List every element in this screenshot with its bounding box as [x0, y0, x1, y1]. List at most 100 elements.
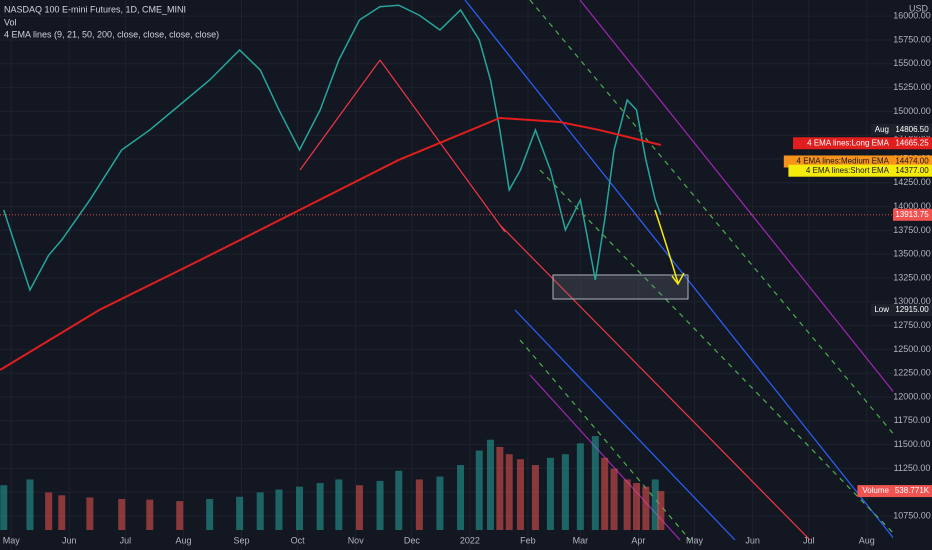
x-tick-label: Jun [745, 535, 760, 545]
price-tag-label: 12915.00 [895, 305, 929, 314]
volume-bar [376, 480, 384, 530]
volume-bar [45, 492, 53, 530]
price-tag [893, 137, 932, 150]
y-tick-label: 12250.00 [893, 368, 931, 378]
y-tick-label: 11750.00 [894, 415, 931, 425]
x-tick-label: Oct [291, 535, 306, 545]
y-tick-label: 12000.00 [893, 391, 931, 401]
y-tick-label: 13000.00 [893, 296, 931, 306]
volume-bar [176, 501, 184, 530]
tag-name-box [871, 303, 893, 316]
price-tag [893, 208, 932, 221]
price-tag-label: 13913.75 [895, 210, 929, 219]
x-tick-label: Jun [62, 535, 77, 545]
arrow-head [671, 272, 685, 286]
volume-bar [86, 497, 94, 530]
currency: USD [909, 3, 929, 13]
volume-bar [486, 439, 494, 530]
x-tick-label: Jul [120, 535, 132, 545]
indicator-legend: 4 EMA lines (9, 21, 50, 200, close, clos… [4, 29, 219, 39]
price-tag-label: 538.771K [895, 486, 930, 495]
volume-bar [395, 470, 403, 530]
y-tick-label: 15000.00 [893, 106, 931, 116]
x-tick-label: Nov [348, 535, 365, 545]
volume-bar [0, 485, 8, 530]
volume-bar [651, 479, 659, 530]
x-tick-label: Mar [573, 535, 589, 545]
volume-bar [516, 459, 524, 530]
y-tick-label: 13250.00 [893, 272, 931, 282]
chart-subtitle: Vol [4, 17, 17, 27]
tag-name-box [871, 123, 893, 136]
volume-bar [436, 476, 444, 530]
x-tick-label: Jul [803, 535, 815, 545]
volume-bar [206, 498, 214, 530]
projection-arrow [654, 209, 679, 284]
volume-bar [355, 485, 363, 530]
y-tick-label: 15750.00 [893, 34, 931, 44]
volume-bar [275, 489, 283, 530]
marks [0, 4, 893, 530]
volume-bar [58, 495, 66, 530]
volume-bar [633, 483, 641, 530]
volume-bar [531, 465, 539, 530]
y-tick-label: 12500.00 [893, 344, 931, 354]
volume-bar [256, 492, 264, 530]
volume-bar [505, 454, 513, 530]
volume-bar [475, 450, 483, 530]
tag-name-box [783, 155, 893, 168]
price-line [3, 4, 662, 292]
tag-name-box [788, 164, 893, 177]
volume-bar [610, 468, 618, 530]
x-tick-label: Apr [631, 535, 645, 545]
price-tag-label: 14665.25 [895, 138, 929, 147]
y-tick-label: 15250.00 [893, 82, 931, 92]
x-tick-label: Aug [859, 535, 875, 545]
volume-bar [591, 436, 599, 530]
x-tick-label: May [686, 535, 704, 545]
price-tag [893, 155, 932, 168]
volume-bar [496, 446, 504, 530]
price-tag [893, 485, 932, 498]
y-tick-label: 13750.00 [893, 225, 931, 235]
volume-bar [623, 479, 631, 530]
tag-name-box [857, 485, 893, 498]
price-tag [893, 123, 932, 136]
tag-name: 4 EMA lines:Medium EMA [797, 157, 890, 166]
price-tag [893, 303, 932, 316]
tag-name-box [793, 137, 893, 150]
price-tag-label: 14806.50 [895, 125, 929, 134]
volume-bar [26, 479, 34, 530]
y-tick-label: 15500.00 [893, 58, 931, 68]
grid [0, 0, 893, 550]
y-tick-label: 12750.00 [893, 320, 931, 330]
volume-bar [561, 454, 569, 530]
tag-name: Low [874, 305, 889, 314]
y-tick-label: 16000.00 [893, 11, 931, 21]
y-tick-label: 14250.00 [893, 177, 931, 187]
volume-bar [236, 496, 244, 530]
price-tag-label: 14377.00 [895, 166, 929, 175]
x-tick-label: Sep [233, 535, 249, 545]
y-tick-label: 14000.00 [893, 201, 931, 211]
tag-name: 4 EMA lines:Short EMA [806, 166, 890, 175]
x-tick-label: Aug [175, 535, 191, 545]
y-tick-label: 10750.00 [893, 510, 931, 520]
axis-labels: 10750.0011000.0011250.0011500.0011750.00… [3, 11, 932, 545]
x-tick-label: May [3, 535, 21, 545]
tag-name: 4 EMA lines:Long EMA [807, 138, 889, 147]
volume-bar [601, 457, 609, 530]
tag-name: Aug [875, 125, 889, 134]
volume-bar [296, 486, 304, 530]
chart-title: NASDAQ 100 E-mini Futures, 1D, CME_MINI [4, 4, 186, 14]
x-tick-label: 2022 [460, 535, 480, 545]
volume-bar [316, 483, 324, 530]
volume-bar [546, 457, 554, 530]
volume-bar [415, 479, 423, 530]
volume-bar [335, 479, 343, 530]
x-tick-label: Feb [520, 535, 536, 545]
tag-name: Volume [862, 486, 889, 495]
price-axis [893, 0, 932, 550]
